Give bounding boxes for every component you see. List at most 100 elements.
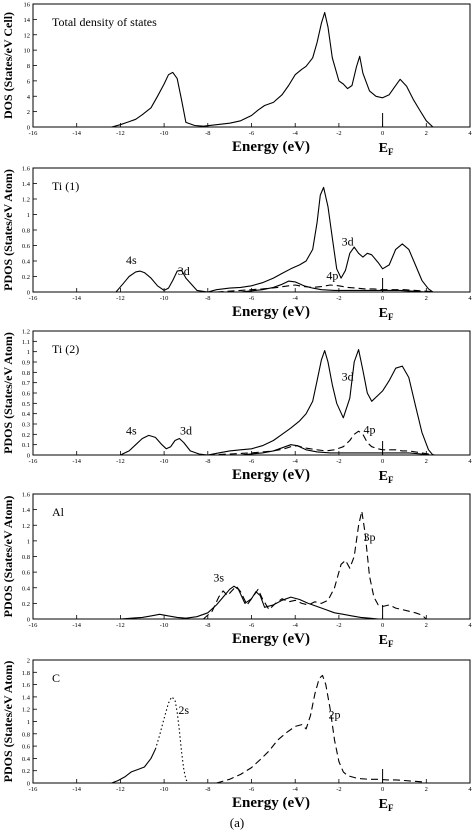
dos-panel-3: 0 0.1 0.2 0.3 0.4 0.5 0.6 0.7 0.8 0.9 1 1.1 1.2 -16 -1… xyxy=(1,329,472,486)
fermi-label: EF xyxy=(379,306,394,322)
orbital-annotation: 4p xyxy=(326,269,338,283)
y-tick-label: 0.8 xyxy=(22,554,30,561)
fermi-label: EF xyxy=(379,469,394,485)
x-tick-label: 4 xyxy=(468,458,472,465)
orbital-annotation: 4s xyxy=(126,253,137,267)
x-tick-label: -6 xyxy=(249,458,255,465)
x-tick-label: -8 xyxy=(205,130,210,137)
fermi-label: EF xyxy=(379,797,394,813)
y-tick-label: 0.8 xyxy=(22,228,30,235)
y-tick-label: 14 xyxy=(24,17,31,24)
y-tick-label: 0.1 xyxy=(22,442,30,449)
y-tick-label: 0 xyxy=(27,781,30,788)
orbital-annotation: 3p xyxy=(363,530,375,544)
y-tick-label: 1 xyxy=(27,719,30,726)
panel-label: Ti (1) xyxy=(52,179,79,193)
x-tick-label: -8 xyxy=(205,295,210,302)
x-tick-label: -2 xyxy=(336,295,341,302)
y-axis-label: PDOS (States/eV Atom) xyxy=(1,332,15,454)
y-tick-label: 0.4 xyxy=(22,411,31,418)
x-tick-label: -14 xyxy=(72,458,81,465)
fermi-label: EF xyxy=(379,141,394,157)
y-tick-label: 1 xyxy=(27,349,30,356)
x-tick-label: -4 xyxy=(292,295,298,302)
y-tick-label: 0 xyxy=(27,453,30,460)
y-tick-label: 4 xyxy=(27,94,31,101)
x-tick-label: -4 xyxy=(292,622,298,629)
plot-frame xyxy=(32,659,471,784)
y-tick-label: 1.2 xyxy=(22,197,30,204)
x-tick-label: 2 xyxy=(425,295,428,302)
x-tick-label: 0 xyxy=(381,130,384,137)
plot-frame xyxy=(32,330,471,456)
dos-series-line xyxy=(120,349,434,456)
x-tick-label: 0 xyxy=(381,458,384,465)
y-tick-label: 0.6 xyxy=(22,391,31,398)
x-tick-label: 4 xyxy=(468,295,472,302)
x-axis-label: Energy (eV) xyxy=(232,467,310,483)
x-tick-label: -6 xyxy=(249,622,255,629)
orbital-annotation: 2s xyxy=(178,703,189,717)
dos-series-line xyxy=(120,585,387,620)
y-axis-label: DOS (States/eV Cell) xyxy=(1,12,15,119)
x-tick-label: -2 xyxy=(336,786,341,793)
dos-panel-4: 0 0.2 0.4 0.6 0.8 1 1.2 1.4 1.6 -16 -14 -12 -10 -8 -6 -… xyxy=(1,492,472,650)
x-tick-label: -12 xyxy=(116,786,125,793)
plot-frame xyxy=(32,167,471,293)
dos-series-line xyxy=(216,674,427,784)
x-tick-label: 0 xyxy=(381,622,384,629)
y-tick-label: 0 xyxy=(27,125,30,132)
x-tick-label: -4 xyxy=(292,130,298,137)
x-axis-label: Energy (eV) xyxy=(232,304,310,320)
y-tick-label: 0.7 xyxy=(22,380,31,387)
x-tick-label: 2 xyxy=(425,786,428,793)
y-tick-label: 0.2 xyxy=(22,601,30,608)
x-tick-label: -8 xyxy=(205,458,210,465)
x-tick-label: -16 xyxy=(29,786,38,793)
dos-series-line xyxy=(115,186,434,293)
y-tick-label: 0.6 xyxy=(22,744,31,751)
x-axis-label: Energy (eV) xyxy=(232,139,310,155)
x-tick-label: -10 xyxy=(160,622,169,629)
x-tick-label: -12 xyxy=(116,622,125,629)
figure-caption: (a) xyxy=(229,815,245,830)
orbital-annotation: 3d xyxy=(342,235,354,249)
y-tick-label: 12 xyxy=(24,32,31,39)
y-tick-label: 0.9 xyxy=(22,360,30,367)
x-tick-label: -12 xyxy=(116,295,125,302)
x-tick-label: -6 xyxy=(249,295,255,302)
x-tick-label: -2 xyxy=(336,458,341,465)
x-tick-label: 2 xyxy=(425,130,428,137)
dos-series-line xyxy=(154,696,189,784)
y-tick-label: 2 xyxy=(27,109,30,116)
x-tick-label: -6 xyxy=(249,130,255,137)
panel-label: Total density of states xyxy=(52,15,157,29)
y-tick-label: 0.3 xyxy=(22,422,30,429)
y-tick-label: 0.8 xyxy=(22,731,30,738)
x-tick-label: -10 xyxy=(160,295,169,302)
orbital-annotation: 2p xyxy=(329,707,341,721)
x-tick-label: -4 xyxy=(292,786,298,793)
dos-series-line xyxy=(240,280,427,293)
y-tick-label: 1.4 xyxy=(22,507,31,514)
x-tick-label: 0 xyxy=(381,295,384,302)
y-tick-label: 1.6 xyxy=(22,682,31,689)
x-tick-label: -14 xyxy=(72,295,81,302)
y-tick-label: 1 xyxy=(27,212,30,219)
x-tick-label: -16 xyxy=(29,295,38,302)
dos-series-line xyxy=(203,510,427,620)
y-tick-label: 0.4 xyxy=(22,585,31,592)
y-tick-label: 1.6 xyxy=(22,166,31,173)
x-tick-label: -14 xyxy=(72,130,81,137)
y-tick-label: 0.8 xyxy=(22,370,30,377)
dos-panel-2: 0 0.2 0.4 0.6 0.8 1 1.2 1.4 1.6 -16 -14 -12 -10 -8 -6 -… xyxy=(1,166,472,323)
x-tick-label: -8 xyxy=(205,786,210,793)
dos-series-line xyxy=(216,284,436,293)
y-tick-label: 0 xyxy=(27,617,30,624)
y-tick-label: 0 xyxy=(27,290,30,297)
x-tick-label: -12 xyxy=(116,130,125,137)
x-tick-label: 2 xyxy=(425,458,428,465)
x-tick-label: -10 xyxy=(160,786,169,793)
y-tick-label: 10 xyxy=(24,48,31,55)
y-tick-label: 1.6 xyxy=(22,492,31,499)
